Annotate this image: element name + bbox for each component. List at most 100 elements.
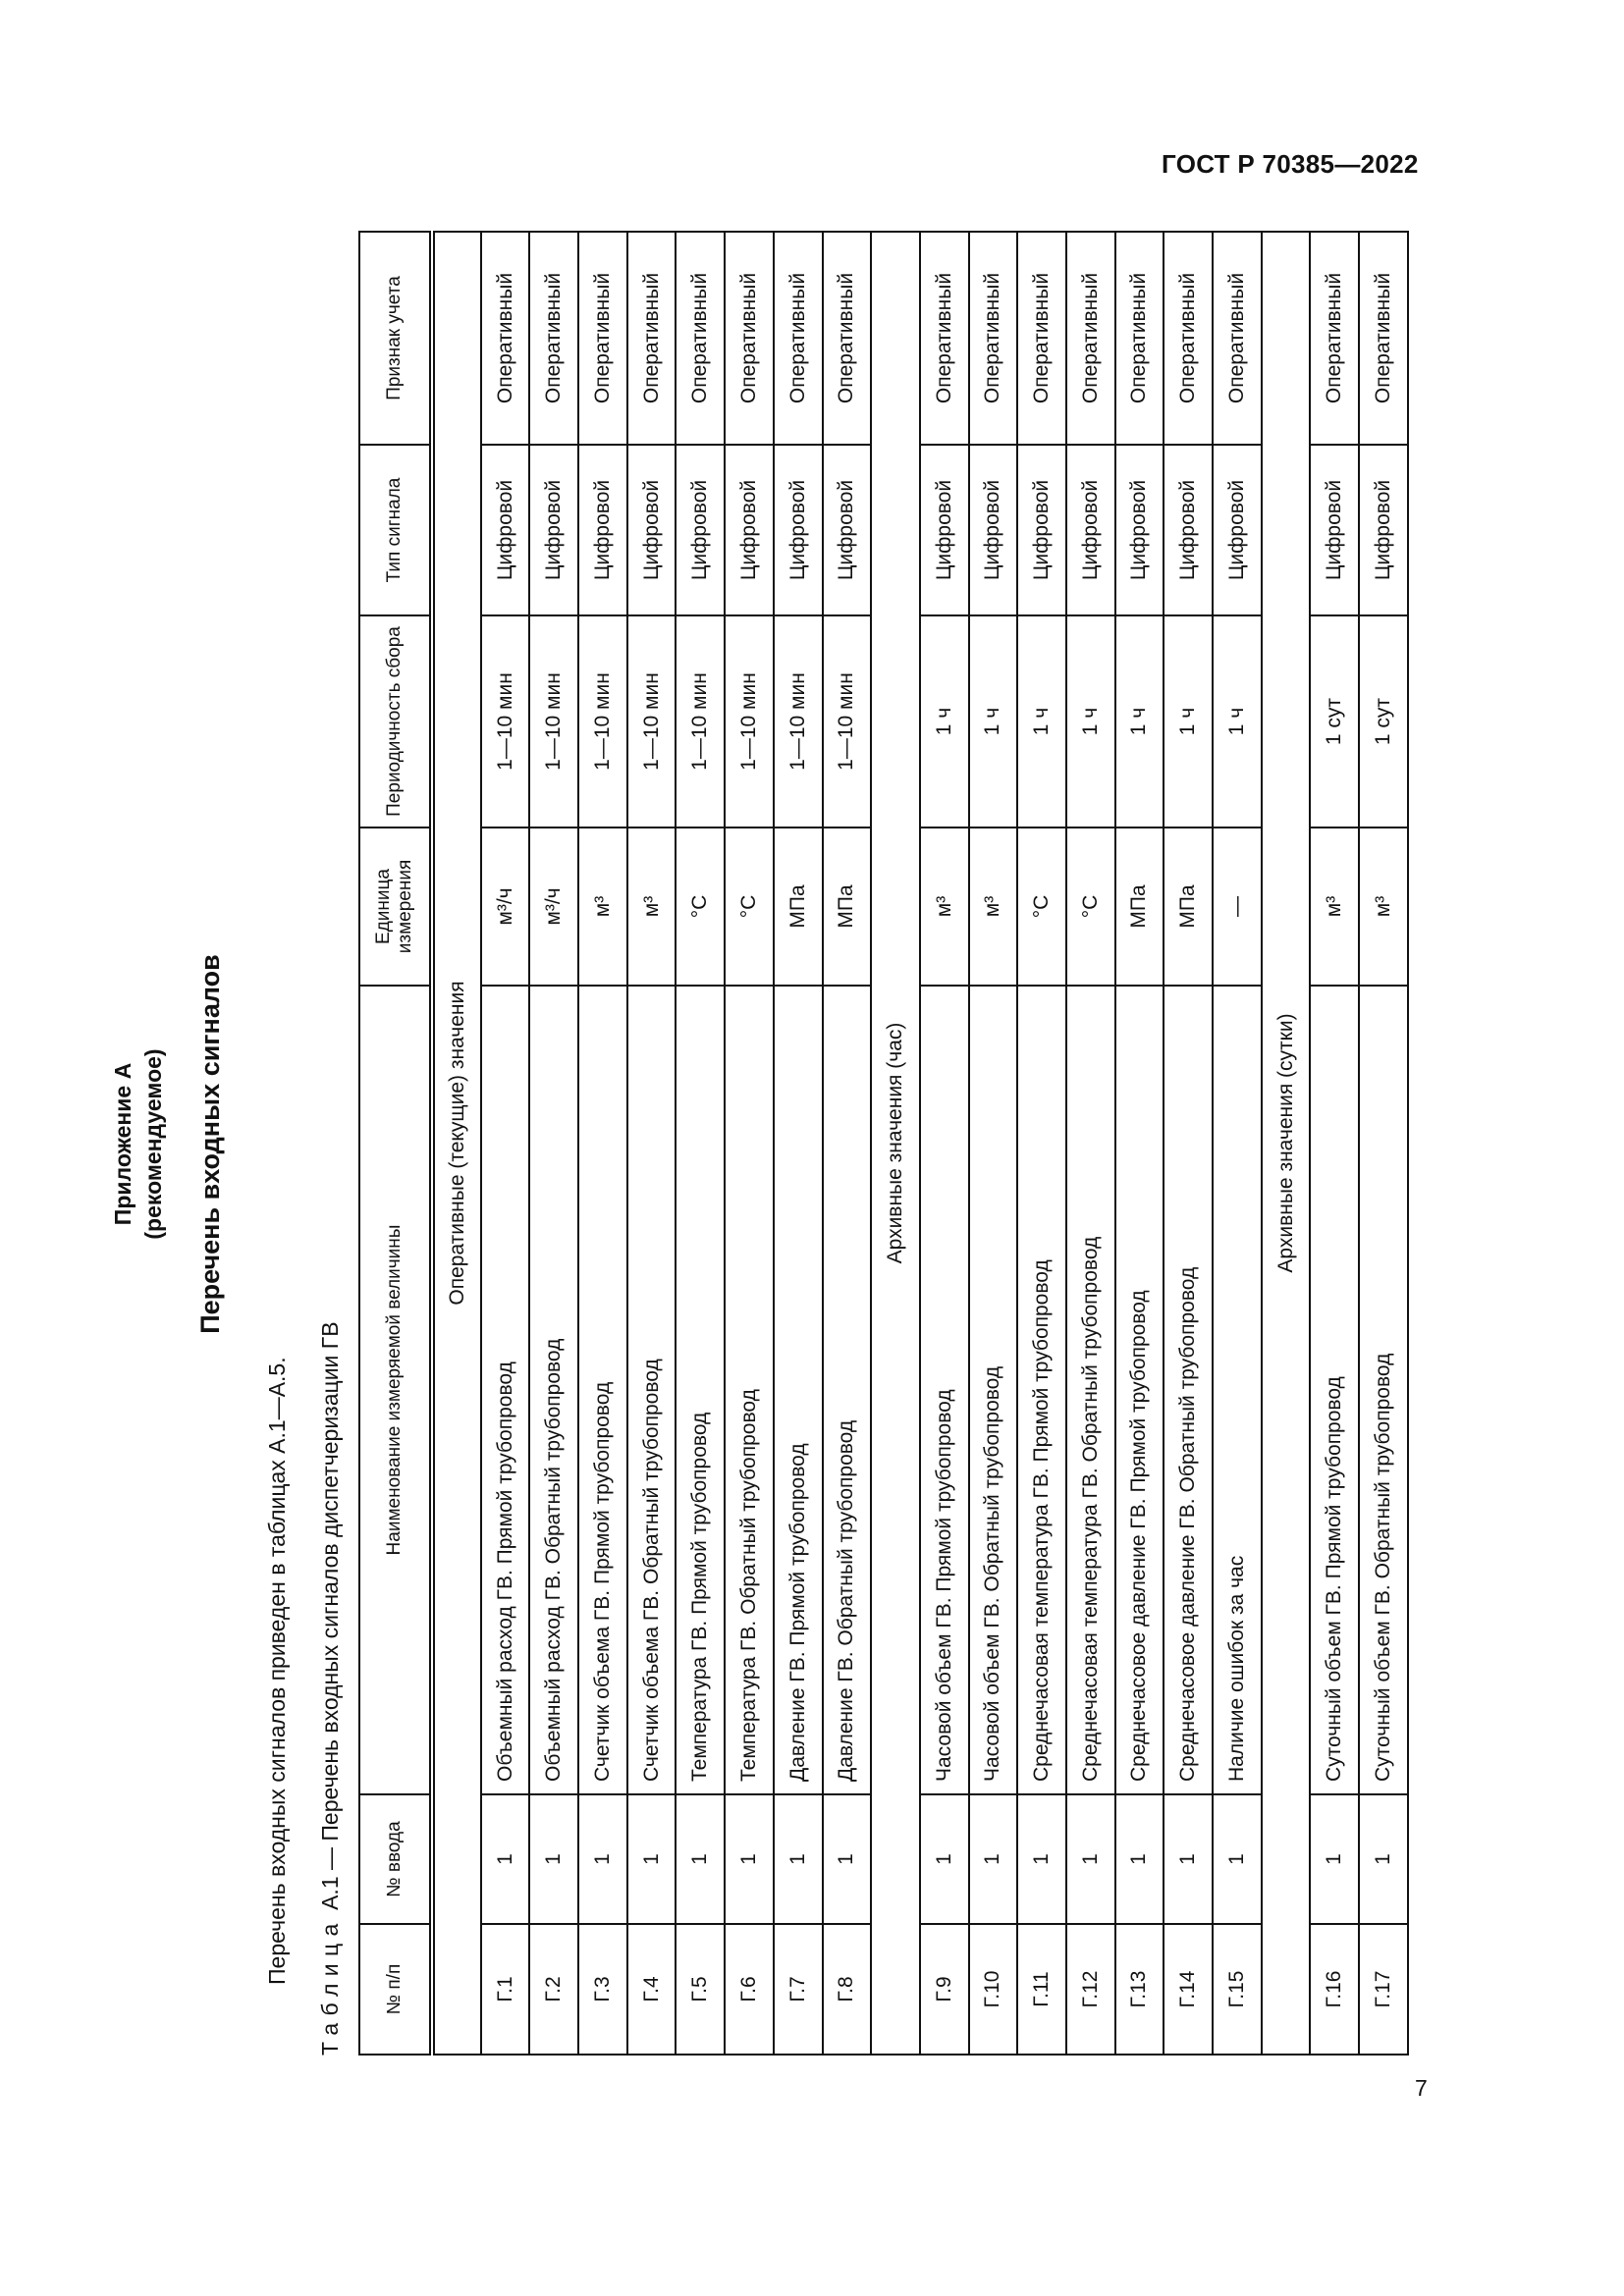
- input-signals-table: № п/п № ввода Наименование измеряемой ве…: [358, 231, 1409, 2056]
- table-row: Г.1 1 Объемный расход ГВ. Прямой трубопров…: [480, 232, 530, 2055]
- cell-name: Давление ГВ. Обратный трубопровод: [822, 986, 872, 1794]
- cell-period: 1 ч: [1065, 615, 1115, 828]
- section-row: Архивные значения (сутки): [1261, 232, 1311, 2055]
- cell-input: 1: [676, 1794, 726, 1924]
- cell-period: 1—10 мин: [822, 615, 872, 828]
- section-title: Архивные значения (час): [871, 232, 920, 2055]
- cell-input: 1: [1065, 1794, 1115, 1924]
- cell-unit: м³/ч: [529, 828, 579, 986]
- table-row: Г.12 1 Среднечасовая температура ГВ. Обрат…: [1065, 232, 1115, 2055]
- table-row: Г.3 1 Счетчик объема ГВ. Прямой трубопрово…: [578, 232, 627, 2055]
- col-header-period: Периодичность сбора: [359, 615, 432, 828]
- cell-unit: м³: [1310, 828, 1360, 986]
- cell-name: Счетчик объема ГВ. Обратный трубопровод: [626, 986, 677, 1794]
- cell-signal-type: Цифровой: [725, 445, 774, 615]
- cell-signal-type: Цифровой: [1164, 445, 1213, 615]
- cell-signal-type: Цифровой: [919, 445, 969, 615]
- cell-number: Г.16: [1310, 1924, 1360, 2055]
- cell-signal-type: Цифровой: [1065, 445, 1115, 615]
- cell-number: Г.5: [676, 1924, 726, 2055]
- cell-input: 1: [1213, 1794, 1262, 1924]
- cell-accounting: Оперативный: [1213, 232, 1262, 445]
- cell-number: Г.2: [529, 1924, 579, 2055]
- cell-period: 1 ч: [919, 615, 969, 828]
- cell-period: 1—10 мин: [480, 615, 530, 828]
- rotated-page-content: Приложение А (рекомендуемое) Перечень вх…: [110, 231, 1409, 2056]
- cell-name: Среднечасовая температура ГВ. Обратный т…: [1065, 986, 1115, 1794]
- table-row: Г.8 1 Давление ГВ. Обратный трубопровод МПа…: [822, 232, 872, 2055]
- section-title: Архивные значения (сутки): [1261, 232, 1311, 2055]
- cell-unit: м³: [1359, 828, 1408, 986]
- cell-accounting: Оперативный: [529, 232, 579, 445]
- cell-accounting: Оперативный: [578, 232, 627, 445]
- cell-unit: °С: [1065, 828, 1115, 986]
- section-row: Архивные значения (час): [871, 232, 920, 2055]
- cell-input: 1: [1017, 1794, 1066, 1924]
- cell-number: Г.9: [919, 1924, 969, 2055]
- table-row: Г.7 1 Давление ГВ. Прямой трубопровод МПа 1—…: [773, 232, 823, 2055]
- table-row: Г.4 1 Счетчик объема ГВ. Обратный трубопро…: [626, 232, 677, 2055]
- cell-unit: °С: [676, 828, 726, 986]
- cell-period: 1—10 мин: [626, 615, 677, 828]
- cell-name: Часовой объем ГВ. Обратный трубопровод: [968, 986, 1018, 1794]
- table-row: Г.10 1 Часовой объем ГВ. Обратный трубопро…: [968, 232, 1018, 2055]
- cell-number: Г.13: [1114, 1924, 1164, 2055]
- table-row: Г.6 1 Температура ГВ. Обратный трубопровод…: [725, 232, 774, 2055]
- cell-accounting: Оперативный: [773, 232, 823, 445]
- table-row: Г.17 1 Суточный объем ГВ. Обратный трубопр…: [1359, 232, 1408, 2055]
- table-row: Г.2 1 Объемный расход ГВ. Обратный трубопр…: [529, 232, 579, 2055]
- cell-period: 1 сут: [1310, 615, 1360, 828]
- cell-period: 1 ч: [1114, 615, 1164, 828]
- cell-unit: м³: [626, 828, 677, 986]
- cell-period: 1—10 мин: [676, 615, 726, 828]
- cell-accounting: Оперативный: [1065, 232, 1115, 445]
- annex-title: Приложение А: [110, 1062, 135, 1226]
- cell-input: 1: [725, 1794, 774, 1924]
- table-body: Оперативные (текущие) значения Г.1 1 Объемн…: [432, 232, 1408, 2055]
- cell-number: Г.11: [1017, 1924, 1066, 2055]
- cell-signal-type: Цифровой: [1114, 445, 1164, 615]
- cell-period: 1—10 мин: [578, 615, 627, 828]
- cell-input: 1: [626, 1794, 677, 1924]
- cell-name: Температура ГВ. Обратный трубопровод: [725, 986, 774, 1794]
- cell-unit: °С: [725, 828, 774, 986]
- cell-accounting: Оперативный: [1017, 232, 1066, 445]
- col-header-input: № ввода: [359, 1794, 432, 1924]
- cell-name: Температура ГВ. Прямой трубопровод: [676, 986, 726, 1794]
- cell-signal-type: Цифровой: [1310, 445, 1360, 615]
- cell-unit: °С: [1017, 828, 1066, 986]
- cell-name: Суточный объем ГВ. Прямой трубопровод: [1310, 986, 1360, 1794]
- cell-period: 1 ч: [1164, 615, 1213, 828]
- cell-input: 1: [822, 1794, 872, 1924]
- cell-name: Давление ГВ. Прямой трубопровод: [773, 986, 823, 1794]
- cell-input: 1: [480, 1794, 530, 1924]
- cell-period: 1 ч: [1017, 615, 1066, 828]
- cell-name: Счетчик объема ГВ. Прямой трубопровод: [578, 986, 627, 1794]
- cell-name: Среднечасовое давление ГВ. Обратный труб…: [1164, 986, 1213, 1794]
- cell-signal-type: Цифровой: [968, 445, 1018, 615]
- cell-period: 1 ч: [1213, 615, 1262, 828]
- cell-number: Г.8: [822, 1924, 872, 2055]
- caption-word: Таблица: [317, 1916, 343, 2056]
- cell-period: 1—10 мин: [725, 615, 774, 828]
- cell-signal-type: Цифровой: [529, 445, 579, 615]
- cell-signal-type: Цифровой: [1213, 445, 1262, 615]
- cell-accounting: Оперативный: [919, 232, 969, 445]
- cell-accounting: Оперативный: [725, 232, 774, 445]
- cell-unit: м³: [578, 828, 627, 986]
- page-number: 7: [1415, 2075, 1428, 2101]
- cell-accounting: Оперативный: [676, 232, 726, 445]
- cell-input: 1: [578, 1794, 627, 1924]
- cell-name: Среднечасовая температура ГВ. Прямой тру…: [1017, 986, 1066, 1794]
- cell-accounting: Оперативный: [1310, 232, 1360, 445]
- cell-number: Г.1: [480, 1924, 530, 2055]
- cell-accounting: Оперативный: [822, 232, 872, 445]
- col-header-accounting: Признак учета: [359, 232, 432, 445]
- cell-number: Г.6: [725, 1924, 774, 2055]
- cell-accounting: Оперативный: [1164, 232, 1213, 445]
- annex-status: (рекомендуемое): [140, 1048, 166, 1240]
- cell-input: 1: [773, 1794, 823, 1924]
- cell-signal-type: Цифровой: [578, 445, 627, 615]
- cell-input: 1: [1310, 1794, 1360, 1924]
- col-header-name: Наименование измеряемой величины: [359, 986, 432, 1794]
